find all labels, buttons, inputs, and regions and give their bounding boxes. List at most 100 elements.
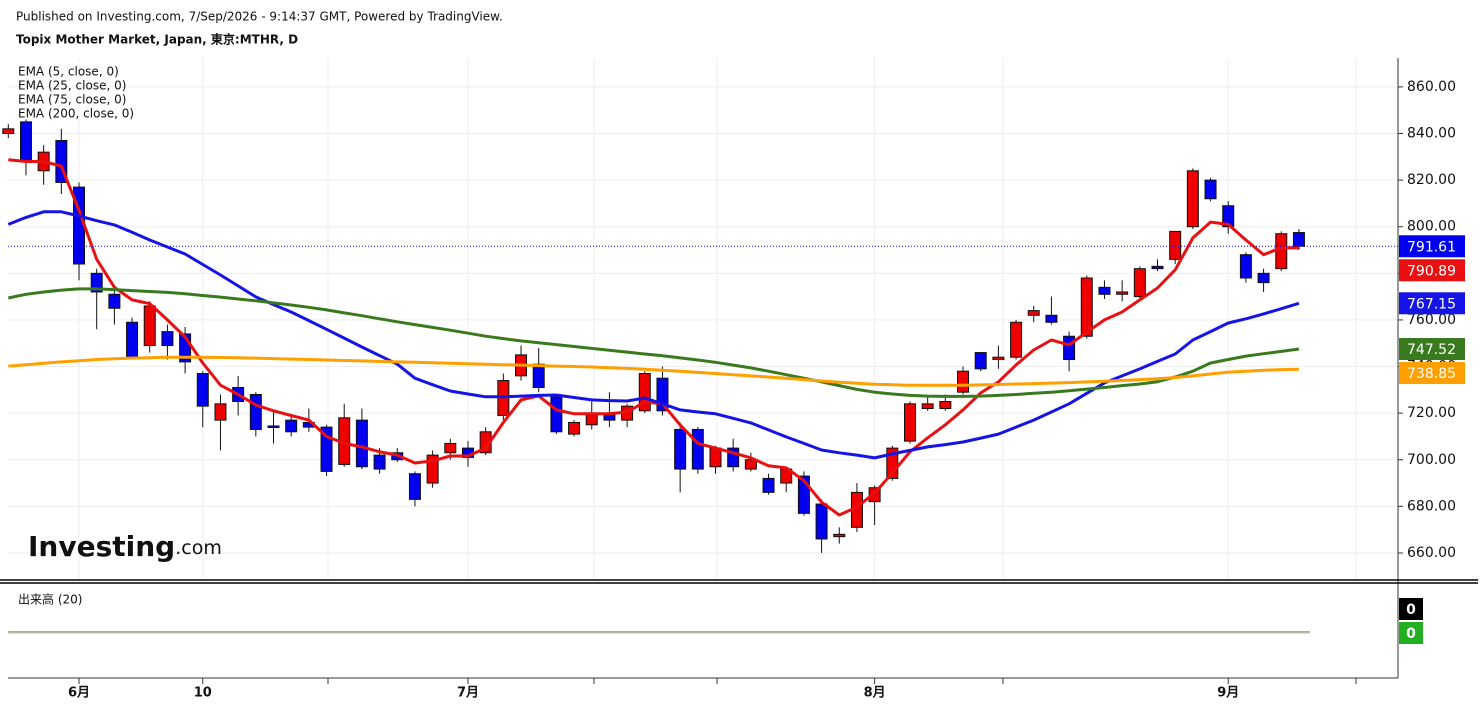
candle-body [355, 419, 368, 468]
volume-badge [1399, 598, 1423, 620]
candle-body [550, 396, 563, 433]
candle-body [886, 447, 899, 479]
candle-body [320, 426, 333, 472]
candle-body [656, 377, 669, 412]
x-tick-label: 8月 [864, 686, 886, 701]
candle-body [974, 352, 987, 370]
published-note: Published on Investing.com, 7/Sep/2026 -… [16, 10, 503, 24]
candle-body [408, 473, 421, 500]
candle-body [1169, 230, 1182, 260]
candle-body [532, 363, 545, 389]
candle-body [1151, 265, 1164, 270]
price-badge-label: 790.89 [1407, 263, 1456, 279]
ema-line [8, 158, 1299, 517]
candle-body [992, 356, 1005, 361]
ema-line [8, 355, 1299, 387]
y-tick-label: 800.00 [1407, 219, 1456, 235]
candle-body [1222, 205, 1235, 228]
candle-body [921, 403, 934, 409]
candle-body [939, 400, 952, 409]
x-tick-label: 7月 [457, 686, 479, 701]
price-badge-label: 767.15 [1407, 296, 1456, 312]
candle-body [444, 442, 457, 454]
volume-title: 出来高 (20) [18, 592, 82, 607]
volume-badge-label: 0 [1406, 626, 1416, 642]
candle-body [638, 373, 651, 412]
y-tick-label: 700.00 [1407, 452, 1456, 468]
y-tick-label: 860.00 [1407, 79, 1456, 95]
candle-body [727, 447, 740, 468]
y-tick-label: 720.00 [1407, 405, 1456, 421]
price-badge-label: 738.85 [1407, 366, 1456, 382]
watermark-brand: Investing.com [28, 530, 222, 563]
candle-body [1133, 268, 1146, 298]
x-tick-label: 9月 [1217, 686, 1239, 701]
candle-body [55, 139, 68, 183]
y-tick-label: 680.00 [1407, 498, 1456, 514]
candle-body [1204, 179, 1217, 200]
legend-entry: EMA (25, close, 0) [18, 79, 126, 93]
candle-body [1292, 232, 1305, 247]
ema-line [7, 287, 1300, 398]
candle-body [249, 394, 262, 430]
candle-body [143, 305, 156, 347]
candle-body [267, 425, 280, 428]
candle-body [568, 421, 581, 435]
candle-body [19, 121, 32, 162]
legend-entry: EMA (200, close, 0) [18, 107, 134, 121]
candle-body [126, 321, 139, 358]
legend-entry: EMA (75, close, 0) [18, 93, 126, 107]
candle-body [108, 293, 121, 309]
candle-body [214, 403, 227, 421]
price-badge-label: 747.52 [1407, 342, 1456, 358]
candle-body [833, 533, 846, 538]
candle-body [957, 370, 970, 393]
watermark: Investing.com [28, 530, 222, 563]
y-tick-label: 760.00 [1407, 312, 1456, 328]
price-badge [1399, 292, 1465, 315]
candle-body [903, 403, 916, 442]
grid-layer [8, 58, 1398, 580]
candle-body [285, 419, 298, 433]
candle-body [674, 428, 687, 470]
candle-body [2, 128, 15, 135]
volume-badge-label: 0 [1406, 602, 1416, 618]
candle-body [426, 454, 439, 484]
candle-body [691, 428, 704, 470]
candle-body [815, 503, 828, 540]
x-tick-label: 10 [194, 686, 212, 701]
candle-body [373, 454, 386, 470]
price-badge [1399, 362, 1465, 385]
price-badge [1399, 259, 1465, 282]
watermark-suffix: .com [175, 537, 222, 559]
y-tick-label: 820.00 [1407, 172, 1456, 188]
candle-body [744, 459, 757, 470]
ema-line [7, 210, 1300, 460]
x-tick-label: 6月 [68, 686, 90, 701]
candle-body [797, 475, 810, 514]
candle-body [1098, 286, 1111, 295]
x-grid [327, 58, 1357, 684]
candle-body [161, 331, 174, 347]
watermark-main: Investing [28, 530, 175, 563]
legend-entry: EMA (5, close, 0) [18, 65, 119, 79]
candle-body [1045, 314, 1058, 323]
candle-body [1257, 272, 1270, 284]
y-tick-label: 660.00 [1407, 545, 1456, 561]
candle-body [1116, 291, 1129, 295]
candle-body [1080, 277, 1093, 337]
candle-body [90, 272, 103, 293]
candle-body [762, 477, 775, 493]
chart-title: Topix Mother Market, Japan, 東京:MTHR, D [16, 32, 298, 47]
candle-body [1027, 310, 1040, 316]
y-tick-label: 840.00 [1407, 126, 1456, 142]
candle-body [179, 333, 192, 363]
volume-badge [1399, 622, 1423, 644]
candle-body [196, 373, 209, 407]
candle-body [1010, 321, 1023, 358]
candle-body [1186, 170, 1199, 228]
candle-body [1275, 233, 1288, 270]
price-badge [1399, 338, 1465, 361]
candle-body [1239, 254, 1252, 279]
